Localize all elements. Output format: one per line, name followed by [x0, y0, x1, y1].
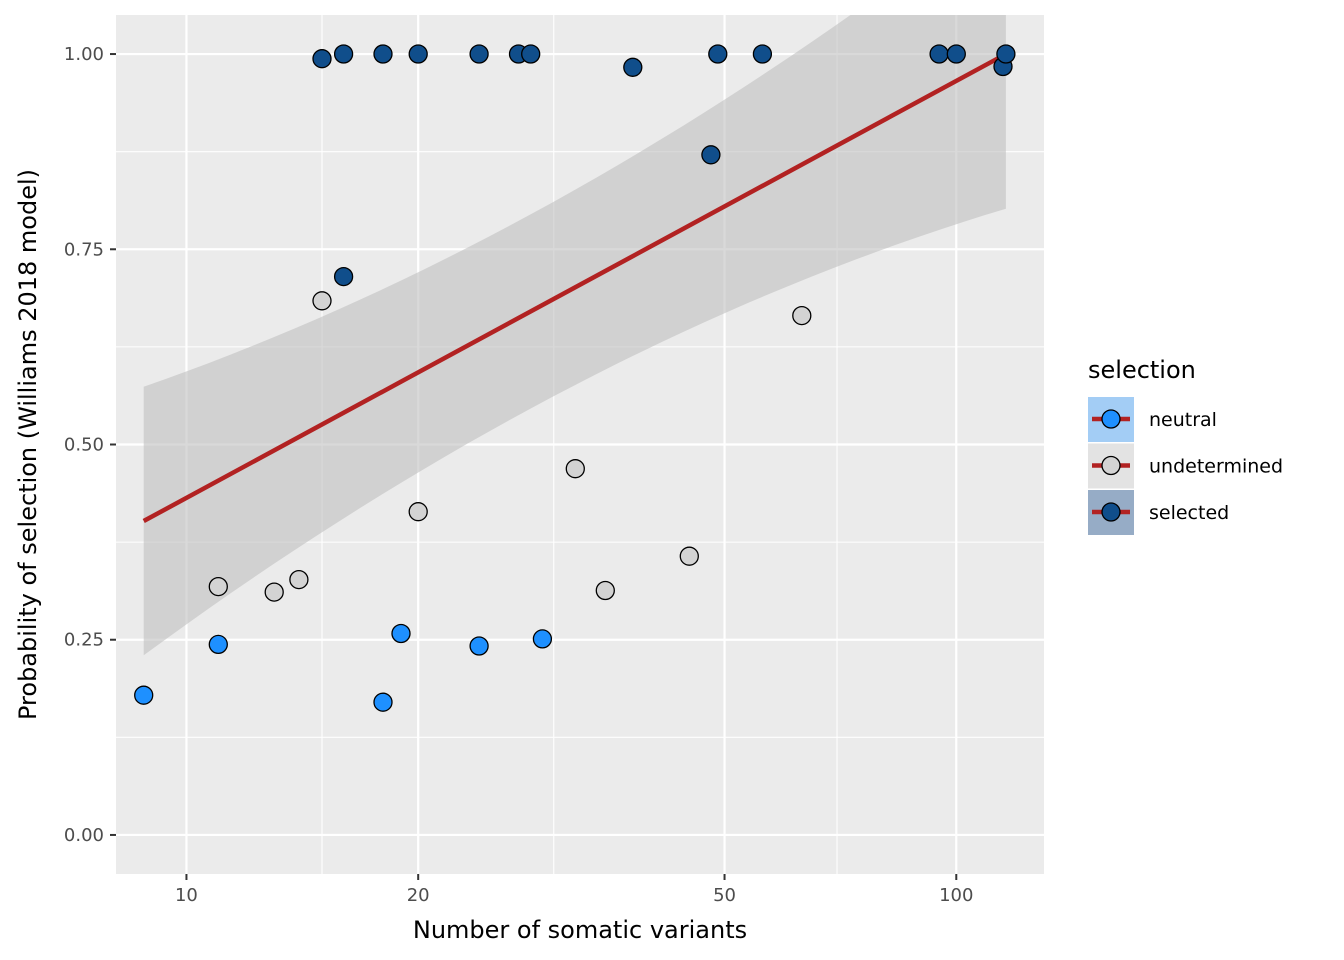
y-tick-label: 0.25 [64, 630, 104, 651]
x-axis-ticks: 10 20 50 100 [175, 874, 973, 906]
y-tick-label: 0.75 [64, 239, 104, 260]
point-selected [408, 44, 428, 64]
point-undetermined [565, 459, 585, 479]
legend-key-point-selected [1101, 502, 1121, 522]
legend-label-undetermined: undetermined [1149, 456, 1283, 478]
point-neutral [532, 629, 553, 649]
point-selected [996, 44, 1016, 64]
point-selected [752, 44, 773, 64]
y-tick-label: 1.00 [64, 44, 104, 65]
point-selected [373, 44, 393, 64]
point-undetermined [289, 569, 309, 590]
legend-label-selected: selected [1149, 502, 1229, 524]
point-selected [469, 44, 489, 64]
point-selected [312, 49, 332, 69]
y-tick-label: 0.00 [64, 825, 104, 846]
point-neutral [469, 636, 489, 656]
x-axis-title: Number of somatic variants [413, 916, 747, 944]
point-selected [623, 57, 643, 77]
point-selected [708, 44, 728, 64]
legend-key-point-neutral [1101, 409, 1121, 429]
legend-key-point-undetermined [1101, 455, 1121, 476]
legend-keys: neutral undetermined selected [1088, 397, 1283, 535]
legend-title: selection [1088, 356, 1196, 384]
x-tick-label: 20 [407, 885, 430, 906]
point-undetermined [208, 576, 228, 597]
legend-label-neutral: neutral [1149, 409, 1217, 431]
point-undetermined [595, 580, 615, 601]
point-selected [521, 44, 541, 64]
point-undetermined [792, 305, 812, 326]
legend: selection neutral undetermined selected [1088, 356, 1283, 535]
fit-line [142, 52, 1007, 524]
points-layer [134, 44, 1016, 712]
point-undetermined [679, 546, 699, 566]
point-neutral [208, 634, 228, 655]
confidence-band-layer [143, 15, 1006, 656]
point-selected [333, 44, 354, 64]
point-neutral [373, 692, 393, 712]
y-tick-label: 0.50 [64, 435, 104, 456]
point-selected [701, 145, 721, 165]
point-undetermined [408, 502, 428, 522]
point-selected [946, 44, 966, 64]
x-tick-label: 10 [175, 885, 198, 906]
point-undetermined [264, 582, 284, 602]
fit-line-layer [142, 52, 1007, 524]
y-axis-ticks: 0.00 0.25 0.50 0.75 1.00 [64, 44, 116, 846]
y-axis-title: Probability of selection (Williams 2018 … [14, 169, 42, 720]
point-undetermined [312, 291, 332, 311]
point-selected [929, 44, 949, 64]
point-neutral [134, 685, 154, 705]
confidence-band [143, 15, 1006, 656]
x-tick-label: 100 [939, 885, 973, 906]
point-neutral [391, 623, 411, 644]
x-tick-label: 50 [713, 885, 736, 906]
point-selected [333, 266, 354, 287]
